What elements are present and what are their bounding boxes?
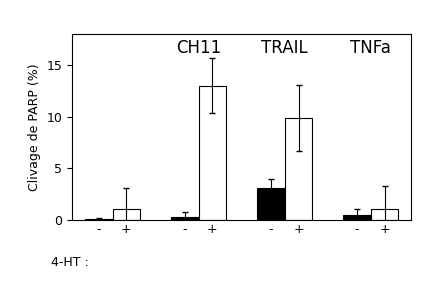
Bar <box>371 209 399 220</box>
Bar <box>85 219 112 220</box>
Text: TNFa: TNFa <box>350 39 391 57</box>
Bar <box>343 215 371 220</box>
Text: TRAIL: TRAIL <box>261 39 308 57</box>
Y-axis label: Clivage de PARP (%): Clivage de PARP (%) <box>28 63 41 191</box>
Bar <box>257 188 285 220</box>
Bar <box>171 217 198 220</box>
Text: 4-HT :: 4-HT : <box>51 256 89 269</box>
Text: CH11: CH11 <box>176 39 221 57</box>
Bar <box>112 209 140 220</box>
Bar <box>285 118 312 220</box>
Bar <box>198 85 226 220</box>
